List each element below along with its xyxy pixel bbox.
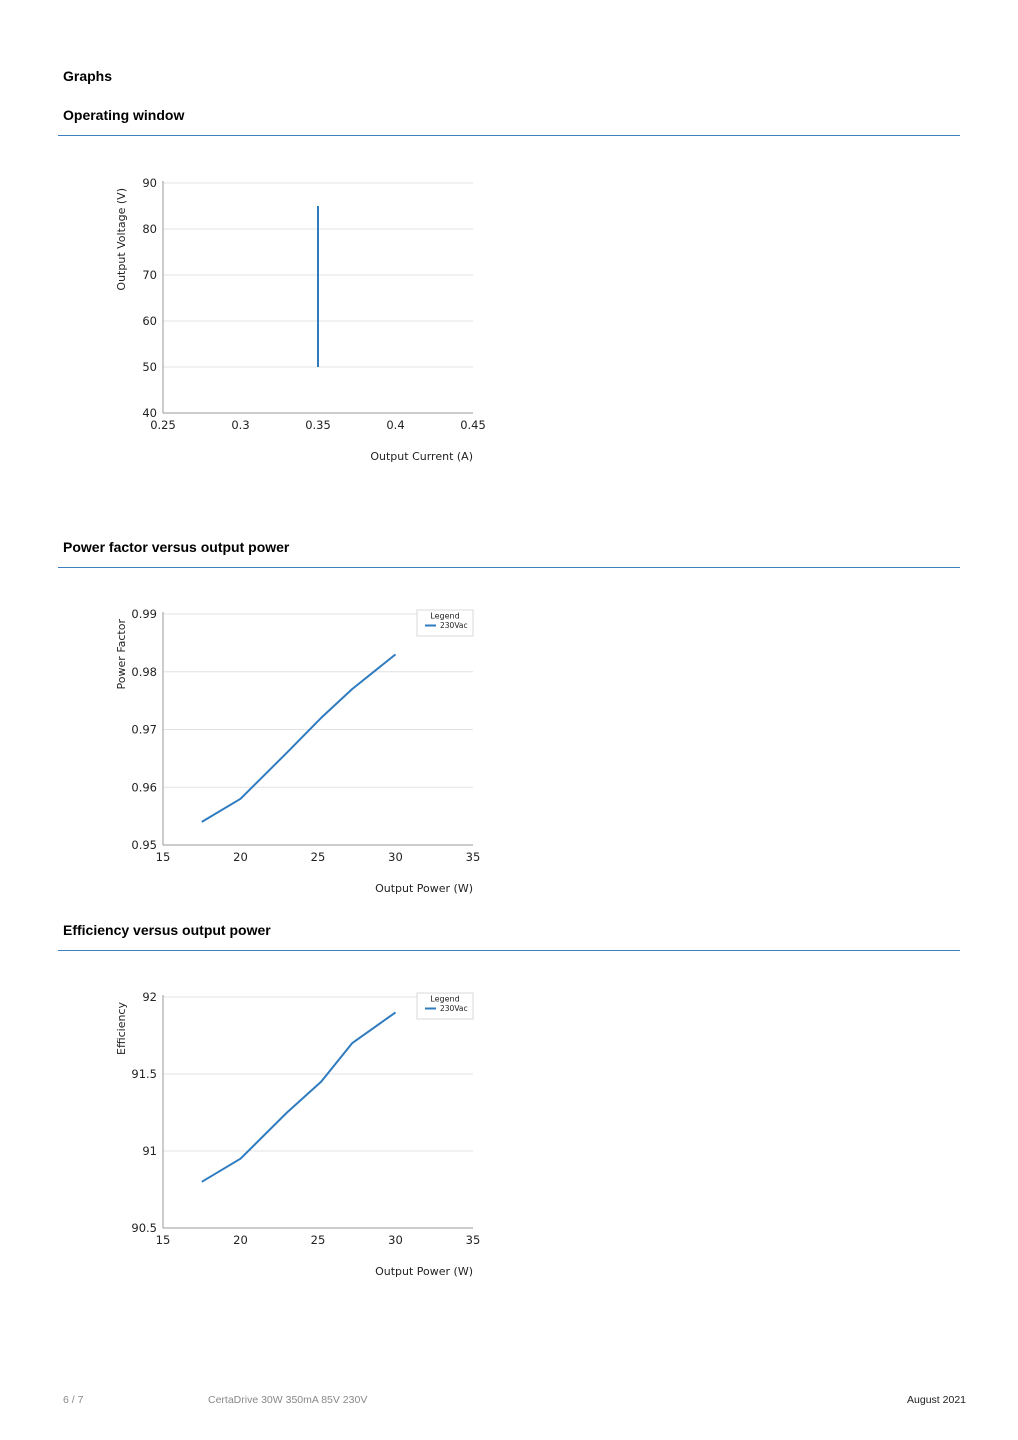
y-tick-label: 0.96 — [131, 780, 157, 794]
y-axis-label: Efficiency — [115, 1002, 128, 1055]
section-divider — [58, 135, 960, 136]
x-axis-label: Output Power (W) — [375, 882, 473, 895]
x-tick-label: 0.35 — [305, 418, 331, 432]
y-tick-label: 0.99 — [131, 607, 157, 621]
x-tick-label: 35 — [466, 1233, 481, 1247]
y-tick-label: 0.97 — [131, 723, 157, 737]
x-tick-label: 25 — [311, 1233, 326, 1247]
efficiency-chart: 90.5 91 91.5 92 15 20 25 30 35 Output Power (W) Ef… — [115, 990, 481, 1278]
y-tick-label: 91 — [142, 1144, 157, 1158]
y-axis-label: Power Factor — [115, 619, 128, 690]
y-tick-label: 70 — [142, 268, 157, 282]
x-tick-label: 30 — [388, 850, 403, 864]
section-divider — [58, 567, 960, 568]
section-divider — [58, 950, 960, 951]
legend-title: Legend — [430, 995, 459, 1004]
x-tick-label: 25 — [311, 850, 326, 864]
x-axis-label: Output Current (A) — [370, 450, 473, 463]
y-tick-label: 92 — [142, 990, 157, 1004]
power-factor-chart: 0.95 0.96 0.97 0.98 0.99 15 20 25 30 35 Output Pow… — [115, 607, 481, 895]
x-tick-label: 0.45 — [460, 418, 486, 432]
legend-box — [416, 609, 474, 637]
legend-box — [416, 992, 474, 1020]
x-tick-label: 0.4 — [386, 418, 404, 432]
y-tick-label: 90 — [142, 176, 157, 190]
x-tick-label: 0.3 — [231, 418, 249, 432]
y-tick-label: 0.95 — [131, 838, 157, 852]
x-tick-label: 20 — [233, 850, 248, 864]
y-tick-label: 50 — [142, 360, 157, 374]
x-tick-label: 20 — [233, 1233, 248, 1247]
footer-date: August 2021 — [907, 1394, 966, 1406]
section-title-operating-window: Operating window — [63, 107, 185, 123]
y-tick-label: 40 — [142, 406, 157, 420]
series-line-230Vac — [201, 653, 397, 823]
x-axis-label: Output Power (W) — [375, 1265, 473, 1278]
x-tick-label: 15 — [156, 1233, 171, 1247]
legend-title: Legend — [430, 612, 459, 621]
y-tick-label: 91.5 — [131, 1067, 157, 1081]
operating-window-chart: 40 50 60 70 80 90 0.25 0.3 0.35 0.4 0.45 Output Cur… — [115, 176, 486, 463]
y-tick-label: 80 — [142, 222, 157, 236]
series-line-230Vac — [201, 1011, 397, 1183]
footer-page-number: 6 / 7 — [63, 1394, 84, 1406]
x-tick-label: 35 — [466, 850, 481, 864]
legend-label: 230Vac — [440, 621, 468, 630]
page-heading: Graphs — [63, 68, 113, 84]
section-title-power-factor: Power factor versus output power — [63, 539, 290, 555]
x-tick-label: 30 — [388, 1233, 403, 1247]
y-tick-label: 60 — [142, 314, 157, 328]
y-axis-label: Output Voltage (V) — [115, 188, 128, 291]
x-tick-label: 15 — [156, 850, 171, 864]
y-tick-label: 90.5 — [131, 1221, 157, 1235]
y-tick-label: 0.98 — [131, 665, 157, 679]
footer-product-name: CertaDrive 30W 350mA 85V 230V — [208, 1394, 368, 1406]
section-title-efficiency: Efficiency versus output power — [63, 922, 271, 938]
x-tick-label: 0.25 — [150, 418, 176, 432]
legend-label: 230Vac — [440, 1004, 468, 1013]
